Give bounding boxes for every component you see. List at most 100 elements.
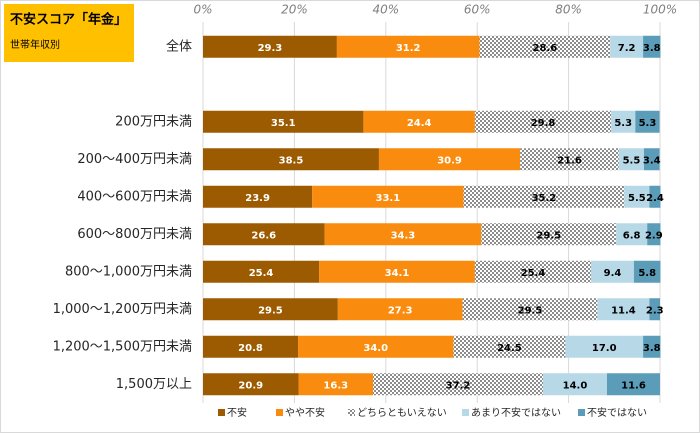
value-label: 6.8 xyxy=(623,230,641,241)
value-label: 5.8 xyxy=(638,268,656,279)
value-label: 27.3 xyxy=(388,305,413,316)
x-tick-label: 20% xyxy=(281,3,308,17)
x-tick-label: 60% xyxy=(464,3,491,17)
legend-swatch xyxy=(578,409,585,416)
value-label: 29.5 xyxy=(518,305,543,316)
value-label: 31.2 xyxy=(396,43,421,54)
value-label: 25.4 xyxy=(249,268,274,279)
y-tick-label: 200万円未満 xyxy=(115,114,192,129)
value-label: 35.2 xyxy=(532,193,557,204)
value-label: 29.5 xyxy=(536,230,561,241)
bar-segment xyxy=(203,110,364,133)
legend-label: 不安 xyxy=(227,406,247,419)
value-label: 2.4 xyxy=(646,193,664,204)
bar-segment xyxy=(565,335,644,358)
value-label: 34.3 xyxy=(391,230,416,241)
value-label: 3.8 xyxy=(643,343,661,354)
value-label: 34.0 xyxy=(363,343,388,354)
legend-label: やや不安 xyxy=(285,406,325,419)
value-label: 16.3 xyxy=(323,380,348,391)
value-label: 33.1 xyxy=(376,193,401,204)
value-label: 24.5 xyxy=(497,343,522,354)
value-label: 2.3 xyxy=(646,305,664,316)
x-tick-label: 100% xyxy=(643,3,677,17)
y-tick-label: 800～1,000万円未満 xyxy=(65,264,192,279)
bar-segment xyxy=(363,110,475,133)
value-label: 29.8 xyxy=(531,118,556,129)
bar-segment xyxy=(312,185,464,208)
value-label: 5.3 xyxy=(614,118,632,129)
bar-segment xyxy=(644,148,660,171)
bar-segment xyxy=(324,223,482,246)
bar-segment xyxy=(474,260,591,283)
value-label: 5.5 xyxy=(623,155,641,166)
value-label: 5.3 xyxy=(639,118,657,129)
bar-segment xyxy=(337,298,463,321)
bar-segment xyxy=(597,298,650,321)
y-tick-label: 1,000～1,200万円未満 xyxy=(53,302,192,317)
value-label: 38.5 xyxy=(279,155,304,166)
value-label: 9.4 xyxy=(604,268,622,279)
y-tick-label: 200～400万円未満 xyxy=(77,152,192,167)
bar-segment xyxy=(624,185,650,208)
bar-segment xyxy=(336,35,480,58)
legend-swatch xyxy=(462,409,469,416)
bar-segment xyxy=(606,373,660,396)
y-tick-label: 1,200～1,500万円未満 xyxy=(53,339,192,354)
bar-segment xyxy=(462,298,598,321)
value-label: 3.4 xyxy=(643,155,661,166)
value-label: 20.8 xyxy=(238,343,263,354)
x-tick-label: 0% xyxy=(193,3,212,17)
value-label: 24.4 xyxy=(407,118,432,129)
bar-segment xyxy=(590,260,634,283)
bar-segment xyxy=(616,223,648,246)
value-label: 25.4 xyxy=(521,268,546,279)
value-label: 21.6 xyxy=(557,155,582,166)
value-label: 2.9 xyxy=(645,230,663,241)
bar-segment xyxy=(647,223,661,246)
value-label: 11.4 xyxy=(611,305,636,316)
value-label: 29.3 xyxy=(258,43,283,54)
bar-segment xyxy=(319,260,475,283)
value-label: 37.2 xyxy=(446,380,471,391)
y-tick-label: 1,500万以上 xyxy=(116,377,192,392)
bar-segment xyxy=(649,298,660,321)
bar-segment xyxy=(479,35,611,58)
title-box xyxy=(4,4,134,62)
bar-segment xyxy=(633,260,661,283)
bar-segment xyxy=(203,223,325,246)
bar-segment xyxy=(203,148,379,171)
bar-segment xyxy=(203,335,299,358)
bar-segment xyxy=(618,148,645,171)
bar-segment xyxy=(463,185,625,208)
bar-segment xyxy=(203,185,313,208)
bar-segment xyxy=(378,148,521,171)
bar-segment xyxy=(373,373,544,396)
value-label: 23.9 xyxy=(245,193,270,204)
value-label: 17.0 xyxy=(592,343,617,354)
bar-segment xyxy=(649,185,661,208)
bar-segment xyxy=(643,335,661,358)
bar-segment xyxy=(203,260,320,283)
legend-swatch xyxy=(276,409,283,416)
bar-segment xyxy=(298,373,374,396)
value-label: 28.6 xyxy=(532,43,557,54)
bar-segment xyxy=(611,110,636,133)
value-label: 7.2 xyxy=(618,43,636,54)
x-tick-label: 40% xyxy=(372,3,399,17)
bar-segment xyxy=(203,373,299,396)
value-label: 14.0 xyxy=(563,380,588,391)
y-tick-label: 400～600万円未満 xyxy=(77,189,192,204)
value-label: 3.8 xyxy=(643,43,661,54)
value-label: 5.5 xyxy=(628,193,646,204)
legend-swatch xyxy=(218,409,225,416)
bar-segment xyxy=(643,35,661,58)
bar-segment xyxy=(520,148,619,171)
value-label: 30.9 xyxy=(437,155,462,166)
bar-segment xyxy=(474,110,612,133)
legend-label: あまり不安ではない xyxy=(471,406,561,419)
bar-segment xyxy=(610,35,644,58)
bar-segment xyxy=(203,35,337,58)
